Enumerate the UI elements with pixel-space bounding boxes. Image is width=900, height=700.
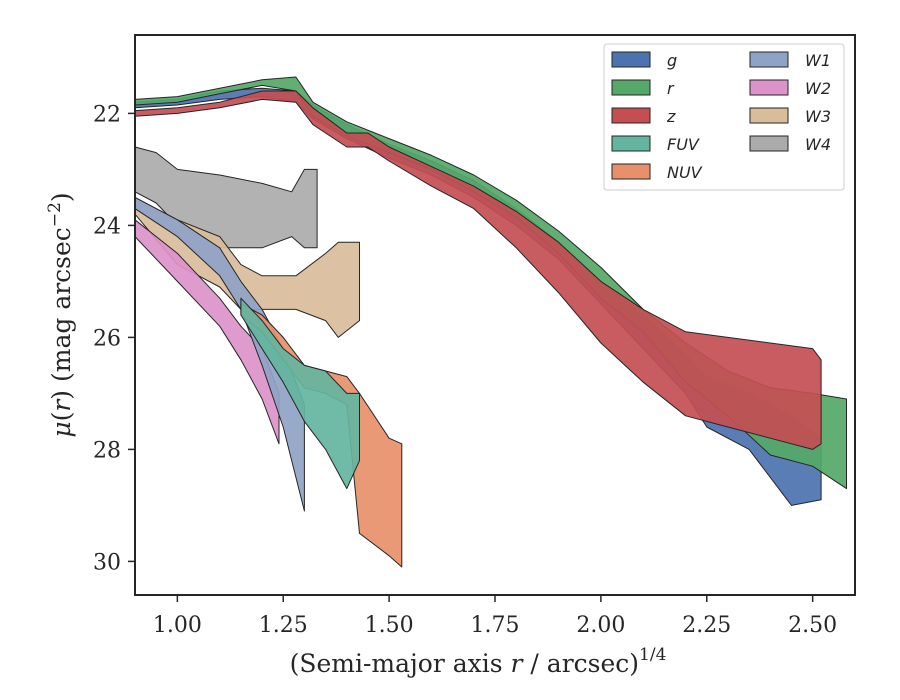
band-fuv: [240, 297, 360, 490]
y-axis-label-paren-open: (: [47, 412, 76, 422]
legend-swatch-w3: [749, 107, 789, 124]
y-axis-label-end: ): [47, 192, 76, 202]
y-tick-label: 26: [93, 326, 121, 351]
legend-swatch-r: [611, 79, 651, 96]
band-z: [134, 90, 822, 450]
x-tick-label: 1.50: [365, 613, 414, 638]
legend-swatch-z: [611, 107, 651, 124]
x-axis-label-var: r: [511, 649, 525, 678]
legend: grz FUV NUV W1 W2 W3 W4: [603, 43, 845, 191]
x-axis-label-exponent: 1/4: [639, 645, 666, 665]
legend-label-w1: W1: [805, 51, 831, 70]
y-tick-label: 24: [93, 214, 121, 239]
y-axis-label-var: r: [47, 398, 76, 412]
x-axis-label-pre: (Semi-major axis: [290, 649, 511, 678]
band-w2: [134, 219, 280, 445]
y-tick-label: 28: [93, 438, 121, 463]
x-tick-label: 1.75: [471, 613, 520, 638]
legend-label-w4: W4: [805, 135, 831, 154]
x-tick-label: 2.50: [788, 613, 837, 638]
legend-label-w2: W2: [805, 79, 831, 98]
legend-swatch-nuv: [611, 163, 651, 180]
y-axis-label-paren-close: ): [47, 382, 76, 400]
legend-label-g: g: [667, 51, 677, 70]
y-axis-label-mu: μ: [47, 421, 76, 437]
x-tick-label: 2.25: [682, 613, 731, 638]
y-axis-label-exponent: −2: [45, 202, 65, 227]
legend-swatch-w2: [749, 79, 789, 96]
legend-swatch-w1: [749, 51, 789, 68]
legend-label-fuv: FUV: [667, 135, 700, 154]
legend-label-z: z: [666, 107, 676, 126]
legend-label-nuv: NUV: [667, 163, 703, 182]
x-tick-label: 2.00: [576, 613, 625, 638]
y-tick-label: 22: [93, 102, 121, 127]
legend-label-w3: W3: [805, 107, 831, 126]
x-tick-label: 1.25: [259, 613, 308, 638]
legend-swatch-w4: [749, 135, 789, 152]
x-tick-label: 1.00: [153, 613, 202, 638]
legend-swatch-g: [611, 51, 651, 68]
legend-swatch-fuv: [611, 135, 651, 152]
y-axis-label-units: (mag arcsec: [47, 227, 76, 382]
x-axis-label-post: / arcsec): [522, 649, 639, 678]
x-axis-label: (Semi-major axis r / arcsec)1/4: [290, 645, 667, 678]
ticks-layer: 1.00 1.25 1.50 1.75 2.00 2.25 2.50 22 24 26 28 30: [93, 102, 837, 638]
series-layer: [134, 76, 847, 568]
y-axis-label: μ(r) (mag arcsec−2): [45, 192, 76, 437]
y-tick-label: 30: [93, 550, 121, 575]
legend-label-r: r: [667, 79, 675, 98]
